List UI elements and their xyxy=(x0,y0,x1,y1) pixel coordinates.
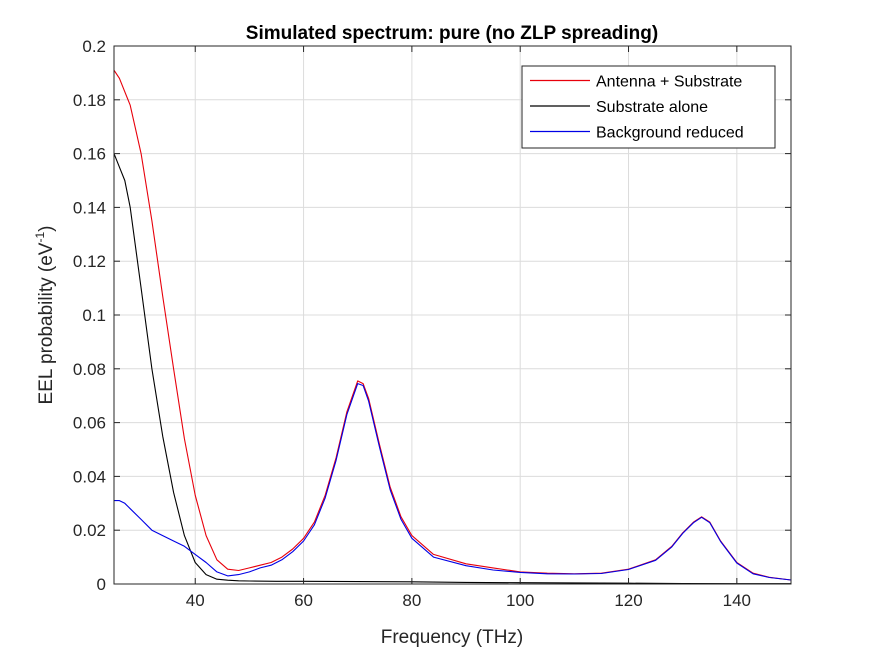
x-tick-label: 120 xyxy=(614,591,642,610)
y-tick-label: 0.2 xyxy=(82,37,106,56)
y-tick-label: 0.02 xyxy=(73,521,106,540)
x-tick-label: 140 xyxy=(723,591,751,610)
y-tick-label: 0.06 xyxy=(73,414,106,433)
x-tick-label: 40 xyxy=(186,591,205,610)
legend-label-substrate-alone: Substrate alone xyxy=(596,99,708,116)
y-tick-label: 0.04 xyxy=(73,467,106,486)
y-tick-label: 0 xyxy=(97,575,106,594)
y-tick-label: 0.08 xyxy=(73,360,106,379)
series-layer xyxy=(113,69,792,585)
x-tick-label: 100 xyxy=(506,591,534,610)
y-tick-label: 0.12 xyxy=(73,252,106,271)
y-axis-label-superscript: -1 xyxy=(33,232,47,243)
legend-label-background-reduced: Background reduced xyxy=(596,125,744,142)
y-axis-label-end: ) xyxy=(36,226,57,232)
x-tick-labels: 40 60 80 100 120 140 xyxy=(186,591,751,610)
legend-label-antenna-substrate: Antenna + Substrate xyxy=(596,74,742,91)
y-axis-label: EEL probability (eV-1) xyxy=(33,226,57,405)
y-tick-label: 0.1 xyxy=(82,306,106,325)
x-tick-label: 60 xyxy=(294,591,313,610)
y-tick-label: 0.18 xyxy=(73,91,106,110)
x-axis-label: Frequency (THz) xyxy=(381,627,524,648)
legend-box xyxy=(521,65,776,149)
chart-title: Simulated spectrum: pure (no ZLP spreadi… xyxy=(246,23,658,44)
y-tick-labels: 0 0.02 0.04 0.06 0.08 0.1 0.12 0.14 0.16 0.18 0.2 xyxy=(73,37,106,594)
x-tick-label: 80 xyxy=(402,591,421,610)
y-axis-label-main: EEL probability (eV xyxy=(36,242,57,404)
series-substrate-alone-line xyxy=(113,153,791,585)
y-tick-label: 0.16 xyxy=(73,145,106,164)
series-background-reduced-line xyxy=(114,383,792,581)
y-tick-label: 0.14 xyxy=(73,198,106,217)
ticks xyxy=(114,45,791,585)
legend: Antenna + Substrate Substrate alone Back… xyxy=(521,65,776,149)
